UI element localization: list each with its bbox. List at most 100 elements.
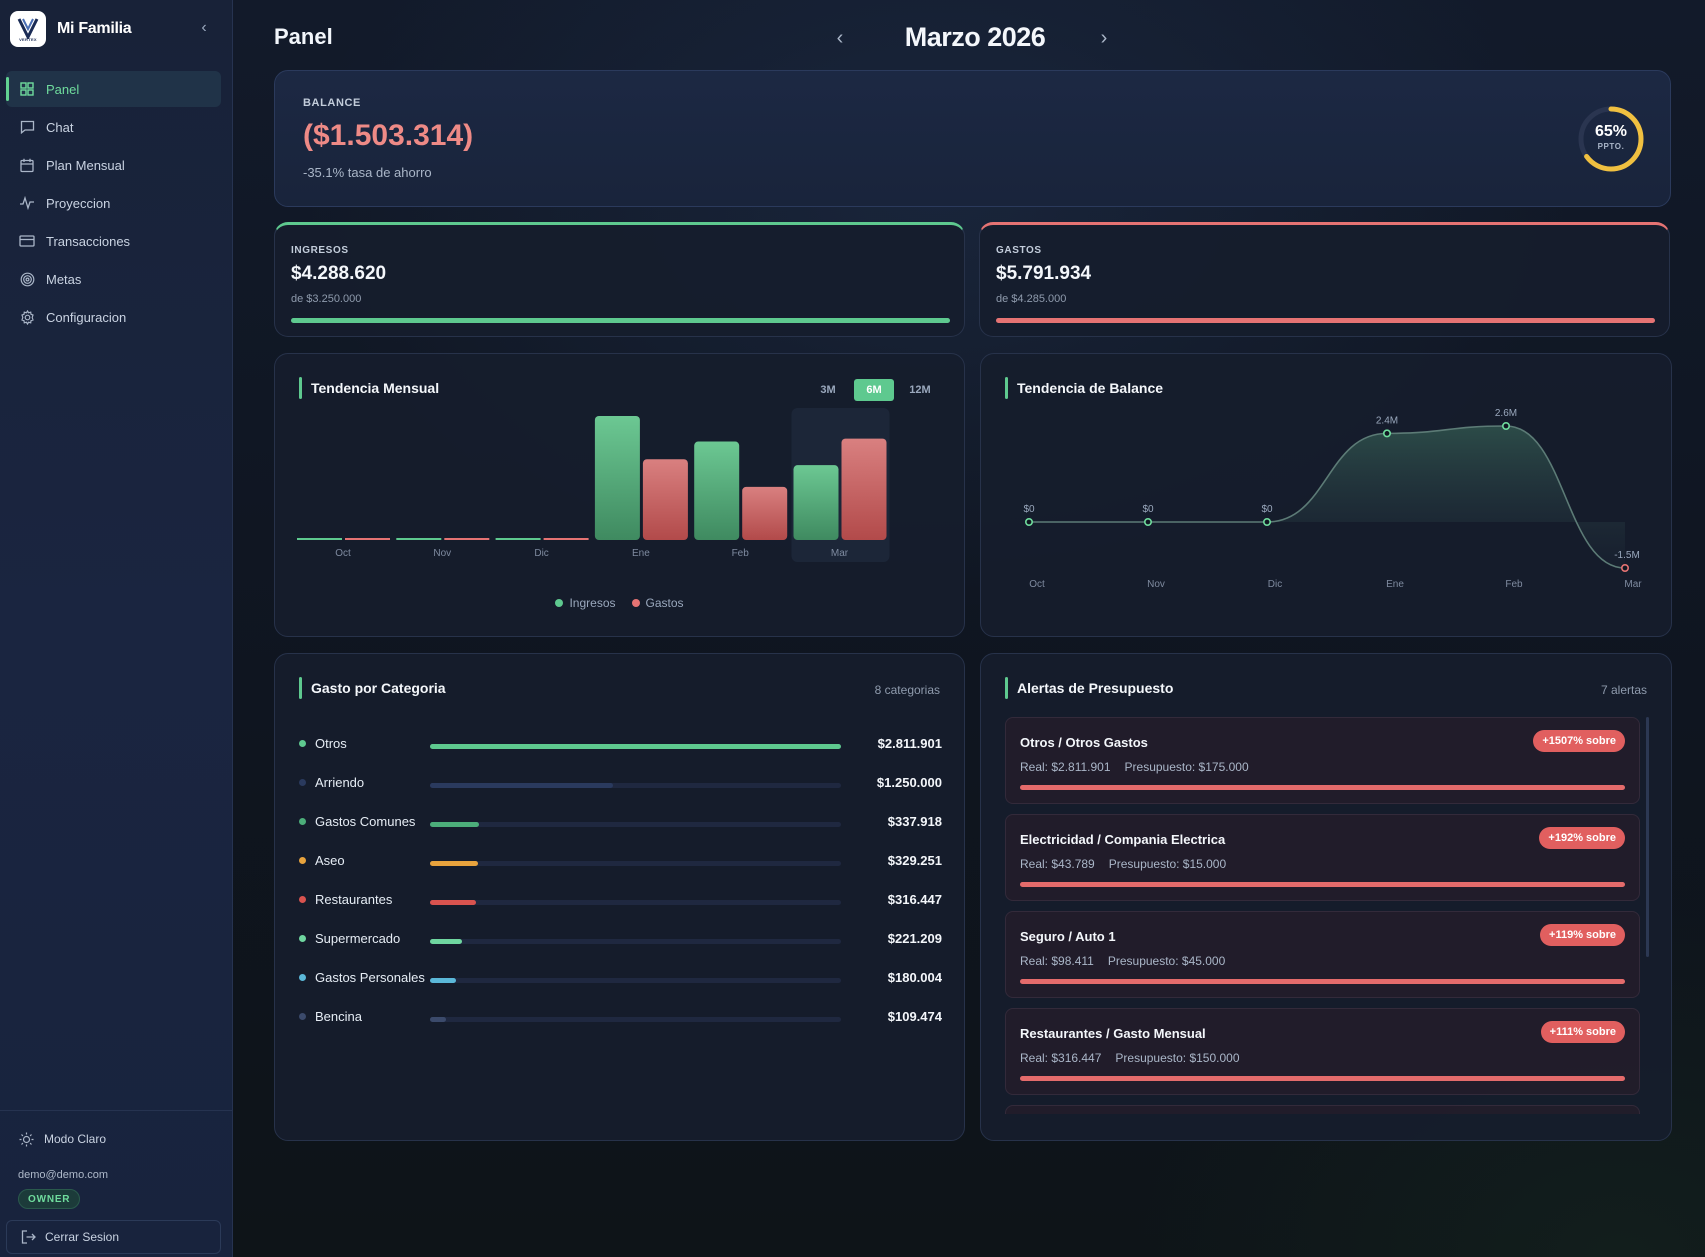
grid-icon [19, 81, 35, 97]
balance-trend-card: Tendencia de Balance $0 Oct $0 Nov $0 Dic 2.4M… [980, 353, 1672, 637]
category-row[interactable]: Gastos Personales $180.004 [299, 958, 942, 997]
tab-12m[interactable]: 12M [909, 384, 931, 396]
data-point [1144, 518, 1153, 527]
alert-title: Electricidad / Compania Electrica [1020, 832, 1226, 847]
category-amount: $221.209 [887, 931, 942, 946]
logout-label: Cerrar Sesion [45, 1230, 120, 1244]
monthly-trend-title: Tendencia Mensual [299, 377, 439, 399]
logout-icon [20, 1229, 36, 1245]
category-dot [299, 857, 306, 864]
legend-ingresos[interactable]: Ingresos [555, 596, 616, 610]
alert-item[interactable]: Seguro / Auto 1 +119% sobre Real: $98.411 P… [1005, 911, 1640, 998]
alerts-list[interactable]: Otros / Otros Gastos +1507% sobre Real: $2… [1005, 717, 1647, 1114]
gauge-arc [1578, 106, 1644, 172]
alert-real: Real: $43.789 [1020, 857, 1095, 871]
alert-title: Otros / Otros Gastos [1020, 735, 1148, 750]
alert-item[interactable]: Restaurantes / Gasto Mensual +111% sobre R… [1005, 1008, 1640, 1095]
sidebar-item-label: Panel [46, 81, 80, 97]
month-navigator: ‹ Marzo 2026 › [830, 20, 1120, 56]
ingresos-value: $4.288.620 [291, 263, 387, 284]
alert-item[interactable] [1005, 1105, 1640, 1114]
legend-gastos-label: Gastos [645, 596, 684, 610]
alert-progress [1020, 882, 1625, 887]
gastos-progress [996, 318, 1655, 323]
category-bar [430, 939, 841, 944]
sidebar-item-chat[interactable]: Chat [6, 109, 221, 145]
sidebar-item-plan-mensual[interactable]: Plan Mensual [6, 147, 221, 183]
x-tick-label: Feb [1505, 579, 1523, 590]
category-row[interactable]: Arriendo $1.250.000 [299, 763, 942, 802]
category-bar [430, 900, 841, 905]
sidebar-item-proyeccion[interactable]: Proyeccion [6, 185, 221, 221]
card-icon [19, 233, 35, 249]
gastos-target: de $4.285.000 [996, 293, 1067, 305]
savings-rate: -35.1% tasa de ahorro [303, 165, 432, 180]
legend-ingresos-swatch [555, 599, 564, 607]
brand[interactable]: VERTEX Mi Familia [10, 11, 132, 47]
x-tick-label: Ene [632, 548, 650, 559]
alert-budget: Presupuesto: $15.000 [1108, 857, 1227, 871]
bar-ingresos-feb [694, 441, 740, 540]
bar-gastos-mar [841, 438, 887, 540]
collapse-sidebar-icon[interactable]: ‹ [201, 19, 207, 36]
category-bar-fill [430, 978, 457, 983]
alert-item[interactable]: Electricidad / Compania Electrica +192% s… [1005, 814, 1640, 901]
sidebar-item-configuracion[interactable]: Configuracion [6, 299, 221, 335]
alert-badge: +119% sobre [1540, 924, 1625, 946]
alerts-scrollbar[interactable] [1646, 717, 1649, 957]
prev-month-icon[interactable]: ‹ [836, 27, 844, 49]
x-tick-label: Ene [1386, 579, 1404, 590]
bar-gastos-feb [742, 486, 788, 540]
sidebar-item-panel[interactable]: Panel [6, 71, 221, 107]
gastos-card: GASTOS $5.791.934 de $4.285.000 [979, 222, 1670, 337]
sidebar-item-metas[interactable]: Metas [6, 261, 221, 297]
sidebar-nav: Panel Chat Plan Mensual Proyeccion Trans… [6, 71, 221, 337]
category-row[interactable]: Gastos Comunes $337.918 [299, 802, 942, 841]
alert-values: Real: $98.411 Presupuesto: $45.000 [1020, 954, 1225, 968]
tab-6m[interactable]: 6M [854, 379, 894, 401]
alert-title: Seguro / Auto 1 [1020, 929, 1116, 944]
chat-icon [19, 119, 35, 135]
category-row[interactable]: Supermercado $221.209 [299, 919, 942, 958]
category-amount: $109.474 [887, 1009, 942, 1024]
category-row[interactable]: Otros $2.811.901 [299, 724, 942, 763]
monthly-trend-card: Tendencia Mensual 3M 6M 12M Oct Nov Dic Ene… [274, 353, 965, 637]
category-name: Gastos Personales [315, 970, 425, 985]
gastos-progress-fill [996, 318, 1655, 323]
category-amount: $316.447 [887, 892, 942, 907]
x-tick-label: Feb [732, 548, 750, 559]
data-point [1501, 422, 1510, 431]
sun-icon [18, 1131, 34, 1147]
category-dot [299, 935, 306, 942]
alert-item[interactable]: Otros / Otros Gastos +1507% sobre Real: $2… [1005, 717, 1640, 804]
x-tick-label: Dic [534, 548, 548, 559]
target-icon [19, 271, 35, 287]
bar-gastos-ene [642, 459, 688, 540]
tab-3m[interactable]: 3M [820, 384, 836, 396]
ingresos-progress-fill [291, 318, 950, 323]
category-dot [299, 740, 306, 747]
category-name: Gastos Comunes [315, 814, 416, 829]
alert-progress [1020, 785, 1625, 790]
alert-budget: Presupuesto: $45.000 [1107, 954, 1226, 968]
legend-gastos[interactable]: Gastos [631, 596, 684, 610]
category-bar-fill [430, 822, 480, 827]
alert-badge: +111% sobre [1540, 1021, 1625, 1043]
alert-real: Real: $316.447 [1020, 1051, 1102, 1065]
data-point [1620, 564, 1629, 573]
theme-toggle[interactable]: Modo Claro [18, 1131, 106, 1147]
category-row[interactable]: Aseo $329.251 [299, 841, 942, 880]
category-row[interactable]: Restaurantes $316.447 [299, 880, 942, 919]
sidebar-item-label: Plan Mensual [46, 157, 125, 173]
sidebar-item-transacciones[interactable]: Transacciones [6, 223, 221, 259]
logout-button[interactable]: Cerrar Sesion [6, 1220, 221, 1254]
range-tabs: 3M 6M 12M [802, 379, 940, 401]
category-row[interactable]: Bencina $109.474 [299, 997, 942, 1036]
sidebar: VERTEX Mi Familia ‹ Panel Chat Plan Mens… [0, 0, 233, 1257]
next-month-icon[interactable]: › [1100, 27, 1108, 49]
data-label: 2.6M [1495, 408, 1517, 419]
category-dot [299, 1013, 306, 1020]
page-title: Panel [274, 24, 333, 49]
data-point [1262, 518, 1271, 527]
category-amount: $2.811.901 [877, 736, 942, 751]
